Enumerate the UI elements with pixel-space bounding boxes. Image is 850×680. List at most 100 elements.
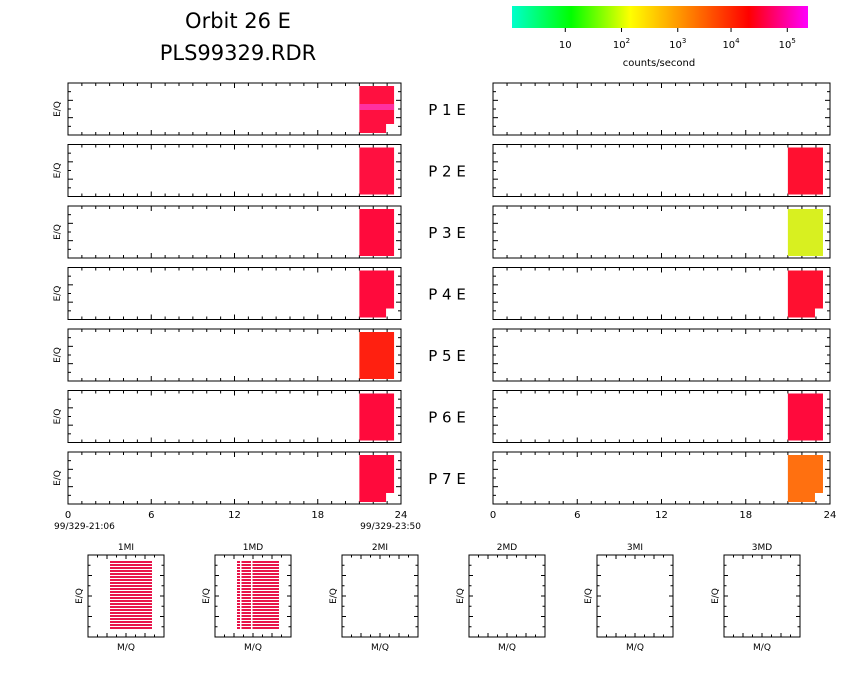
mass-y-label: E/Q [75,588,85,604]
colorbar-tick-label: 103 [669,37,686,51]
colorbar-tick-exponent: 2 [626,37,630,45]
row-p3: E/Q P 3 E [53,205,831,259]
mass-panel-1md: 1MD M/Q E/Q [202,543,292,653]
mass-y-label: E/Q [456,588,466,604]
count-rate-block [359,270,395,318]
time-start-label: 99/329-21:06 [54,522,115,532]
spectrum-stripe [237,600,279,602]
mass-y-label: E/Q [711,588,721,604]
mass-panel-2mi: 2MI M/Q E/Q [329,543,419,653]
spectrum-stripe [237,597,279,599]
colorbar-label: counts/second [623,58,695,69]
mass-panel-title: 3MD [752,543,772,553]
x-tick-label: 6 [148,510,154,521]
mass-panel-3md: 3MD M/Q E/Q [711,543,801,653]
y-axis-label: E/Q [53,409,63,425]
spectrum-stripe [237,582,279,584]
panel-frame [67,267,402,320]
spectrum-stripe [110,612,152,614]
mass-panel-title: 3MI [627,543,643,553]
spectrum-stripe [237,624,279,626]
x-tick-label: 18 [311,510,324,521]
time-end-label: 99/329-23:50 [360,522,421,532]
count-rate-block [787,270,823,318]
spectrum-stripe [110,573,152,575]
mass-panel-2md: 2MD M/Q E/Q [456,543,546,653]
colorbar-tick-label: 10 [559,40,572,51]
file-name: PLS99329.RDR [160,41,317,65]
x-tick-label: 0 [65,510,71,521]
mass-y-label: E/Q [202,588,212,604]
y-axis-label: E/Q [53,286,63,302]
spectrum-stripe [237,576,279,578]
row-p6: E/Q P 6 E [53,390,831,443]
x-tick-label: 24 [395,510,408,521]
count-rate-block [359,332,395,379]
row-label: P 4 E [428,286,466,304]
spectrum-stripe [110,564,152,566]
count-rate-block [359,455,395,502]
count-rate-block [787,147,823,195]
spectrum-stripe [237,573,279,575]
colorbar: 10 102 103 104 105 counts/second [512,6,808,69]
colorbar-tick-label: 102 [613,37,630,51]
spectrum-stripe [110,606,152,608]
count-rate-block [787,455,823,502]
panel-frame [67,390,402,443]
mass-panel-1mi: 1MI M/Q E/Q [75,543,165,653]
spectrum-stripe [110,561,152,563]
row-label: P 3 E [428,224,466,242]
x-tick-label: 18 [739,510,752,521]
spectrum-stripe [237,588,279,590]
time-axes: 0 6 12 18 24 0 6 12 18 24 99/329-21:06 99/329-23:50 [54,510,836,532]
x-tick-label: 6 [574,510,580,521]
row-label: P 1 E [428,101,466,119]
spectrum-stripe [237,564,279,566]
colorbar-tick-exponent: 5 [791,37,795,45]
spectrum-stripe [237,618,279,620]
row-p2: E/Q P 2 E [53,144,831,197]
x-tick-label: 12 [228,510,241,521]
count-rate-block [359,393,395,441]
row-p7: E/Q P 7 E [53,451,831,505]
spectrum-stripe [110,576,152,578]
spectrum-stripe [110,609,152,611]
spectrum-stripe [237,585,279,587]
row-label: P 7 E [428,470,466,488]
count-rate-block [787,393,823,441]
spectrum-stripe [110,567,152,569]
mass-spectra-panels: 1MI M/Q E/Q 1MD M/Q E/Q 2MI M/Q E/Q 2MD M/Q E/Q 3MI M… [75,543,801,653]
colorbar-tick-exponent: 4 [735,37,740,45]
mass-panel-3mi: 3MI M/Q E/Q [584,543,674,653]
spectrum-stripe [237,609,279,611]
spectrum-gap [251,560,253,631]
spectrum-stripe [110,570,152,572]
x-tick-label: 12 [655,510,668,521]
spectrum-stripe [237,627,279,629]
time-series-panels: E/Q P 1 E E/Q P 2 E E/Q P 3 E E/Q P 4 E E/Q P 5 E… [53,82,831,505]
spectrum-stripe [110,627,152,629]
y-axis-label: E/Q [53,224,63,240]
mass-panel-title: 2MD [497,543,517,553]
spectrum-stripe [110,600,152,602]
mass-x-label: M/Q [117,643,135,653]
panel-frame [67,328,402,382]
spectrum-stripe [110,594,152,596]
count-rate-band [359,104,395,110]
panel-frame [492,328,831,382]
colorbar-ticks: 10 102 103 104 105 [559,28,796,51]
count-rate-block [787,209,823,256]
mass-x-label: M/Q [498,643,516,653]
count-rate-block [359,209,395,256]
row-label: P 5 E [428,347,466,365]
panel-frame [67,205,402,259]
spectrum-stripe [110,588,152,590]
mass-panel-title: 1MD [243,543,263,553]
spectrum-stripe [110,615,152,617]
colorbar-tick-exponent: 3 [682,37,686,45]
spectrum-stripe [110,597,152,599]
colorbar-tick-label: 105 [779,37,796,51]
mass-x-label: M/Q [371,643,389,653]
panel-frame [492,451,831,505]
